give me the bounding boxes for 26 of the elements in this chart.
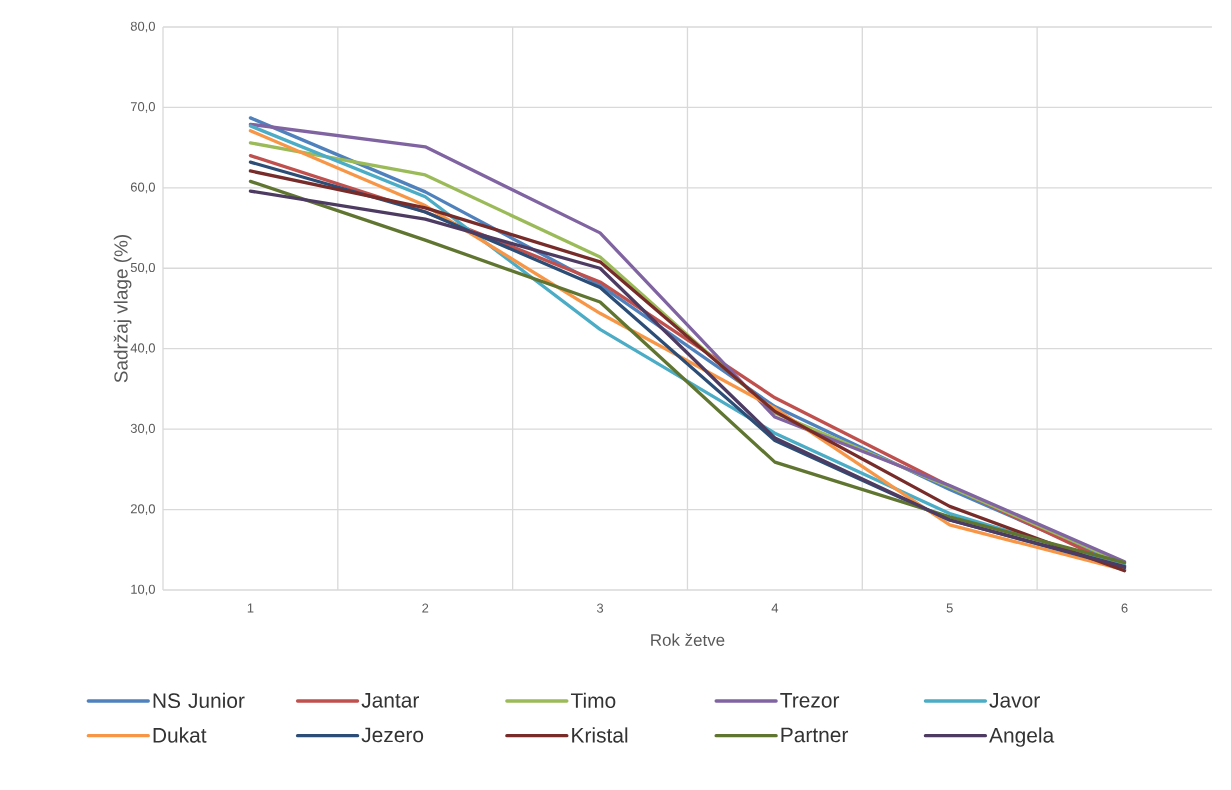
x-tick-label: 1 [247, 603, 254, 613]
legend-label: Angela [989, 727, 1055, 747]
legend-label: Jezero [361, 727, 424, 743]
x-axis-title: Rok žetve [651, 633, 725, 647]
legend-label: Kristal [572, 727, 628, 743]
legend-label: Jantar [361, 693, 420, 708]
y-tick-label: 40,0 [130, 343, 155, 355]
x-tick-label: 3 [596, 603, 604, 613]
legend-label: Trezor [780, 693, 840, 708]
y-axis-title: Sadržaj vlage (%) [113, 235, 132, 383]
legend-label: NS Junior [153, 692, 245, 709]
legend-label: Partner [781, 727, 849, 743]
y-tick-label: 60,0 [130, 182, 155, 194]
y-tick-label: 70,0 [130, 102, 155, 113]
y-tick-label: 20,0 [130, 504, 155, 515]
y-tick-label: 50,0 [130, 262, 155, 274]
y-tick-label: 10,0 [131, 584, 155, 596]
legend-label: Javor [989, 693, 1040, 708]
x-tick-label: 4 [771, 603, 779, 613]
x-tick-label: 2 [422, 603, 429, 613]
y-tick-label: 30,0 [130, 423, 155, 435]
legend-label: Dukat [153, 727, 207, 743]
x-tick-label: 5 [946, 603, 953, 613]
y-tick-label: 80,0 [130, 21, 155, 33]
x-tick-label: 6 [1121, 603, 1128, 613]
legend-label: Timo [570, 692, 616, 709]
